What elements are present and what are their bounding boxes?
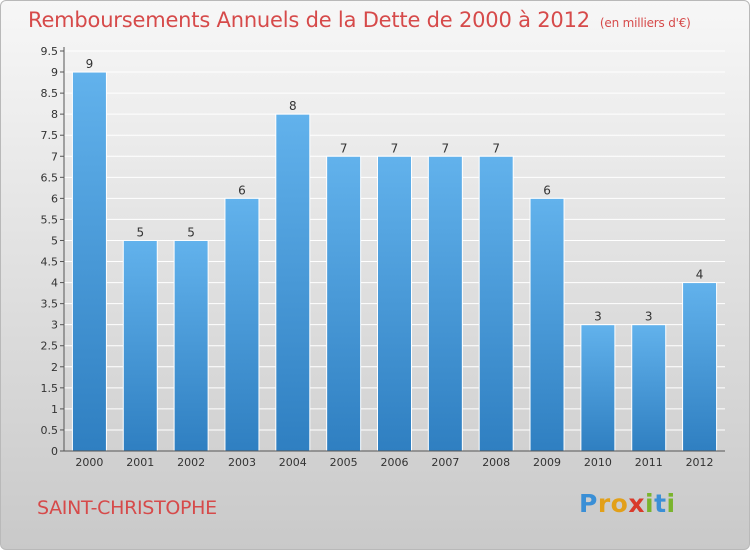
- y-tick-label: 0.5: [41, 424, 59, 437]
- data-label: 9: [86, 57, 94, 71]
- x-tick-label: 2012: [686, 456, 714, 469]
- logo-letter: i: [645, 489, 655, 518]
- bar-2002: [173, 239, 209, 452]
- y-tick-label: 8.5: [41, 87, 59, 100]
- x-tick-label: 2007: [431, 456, 459, 469]
- bar-2009: [529, 197, 565, 452]
- logo-letter: i: [666, 489, 676, 518]
- data-label: 7: [340, 141, 348, 155]
- y-tick-label: 5.5: [41, 213, 59, 226]
- data-labels: 9 5 5 6 8 7 7 7 7 6 3 3 4: [86, 57, 704, 324]
- data-label: 6: [543, 183, 551, 197]
- data-label: 5: [136, 225, 144, 239]
- chart-title: Remboursements Annuels de la Dette de 20…: [28, 8, 691, 32]
- y-tick-label: 6.5: [41, 171, 59, 184]
- bar-2010: [580, 324, 616, 452]
- y-tick-label: 9.5: [41, 45, 59, 58]
- x-tick-label: 2003: [228, 456, 256, 469]
- axes: [60, 47, 725, 452]
- y-tick-label: 1.5: [41, 382, 59, 395]
- y-tick-label: 5: [51, 234, 58, 247]
- y-tick-label: 4: [51, 277, 58, 290]
- y-tick-label: 1: [51, 403, 58, 416]
- bar-2001: [122, 239, 158, 452]
- unit-label: (en milliers d'€): [599, 16, 691, 30]
- x-tick-label: 2000: [75, 456, 103, 469]
- logo-letter: t: [654, 489, 667, 518]
- logo-letter: x: [628, 489, 645, 518]
- y-tick-label: 3: [51, 319, 58, 332]
- bar-2012: [682, 282, 718, 452]
- bar-2006: [377, 155, 412, 452]
- data-label: 5: [187, 225, 195, 239]
- y-tick-label: 8: [51, 108, 58, 121]
- proxiti-logo: Proxiti: [579, 489, 676, 518]
- y-tick-label: 4.5: [41, 256, 59, 269]
- y-tick-label: 9: [51, 66, 58, 79]
- bar-2003: [224, 197, 260, 452]
- y-tick-label: 6: [51, 192, 58, 205]
- bar-2000: [71, 71, 107, 452]
- y-tick-label: 0: [51, 445, 58, 458]
- x-tick-label: 2009: [533, 456, 561, 469]
- bar-2011: [631, 324, 667, 452]
- y-tick-label: 3.5: [41, 298, 59, 311]
- x-tick-label: 2008: [482, 456, 510, 469]
- y-tick-label: 7.5: [41, 129, 59, 142]
- bar-2005: [326, 155, 362, 452]
- bar-2007: [427, 155, 463, 452]
- x-tick-label: 2006: [381, 456, 409, 469]
- bars: [71, 71, 718, 452]
- x-tick-label: 2001: [126, 456, 154, 469]
- bar-2004: [275, 113, 311, 452]
- y-tick-label: 7: [51, 150, 58, 163]
- data-label: 7: [442, 141, 450, 155]
- logo-letter: P: [579, 489, 598, 518]
- data-label: 3: [594, 310, 602, 324]
- data-label: 8: [289, 99, 297, 113]
- data-label: 4: [696, 268, 704, 282]
- logo-letter: o: [610, 489, 629, 518]
- x-tick-label: 2002: [177, 456, 205, 469]
- x-tick-label: 2010: [584, 456, 612, 469]
- y-tick-label: 2: [51, 361, 58, 374]
- data-label: 3: [645, 310, 653, 324]
- x-tick-label: 2004: [279, 456, 307, 469]
- tick-labels: 0 0.5 1 1.5 2 2.5 3 3.5 4 4.5 5 5.5 6 6.5 7 7.5 8 8.5 9 9.5…: [41, 45, 714, 469]
- bar-2008: [478, 155, 514, 452]
- data-label: 6: [238, 183, 246, 197]
- data-label: 7: [492, 141, 500, 155]
- x-tick-label: 2005: [330, 456, 358, 469]
- logo-letter: r: [597, 489, 611, 518]
- city-name: SAINT-CHRISTOPHE: [37, 497, 217, 519]
- x-tick-label: 2011: [635, 456, 663, 469]
- y-tick-label: 2.5: [41, 340, 59, 353]
- data-label: 7: [391, 141, 399, 155]
